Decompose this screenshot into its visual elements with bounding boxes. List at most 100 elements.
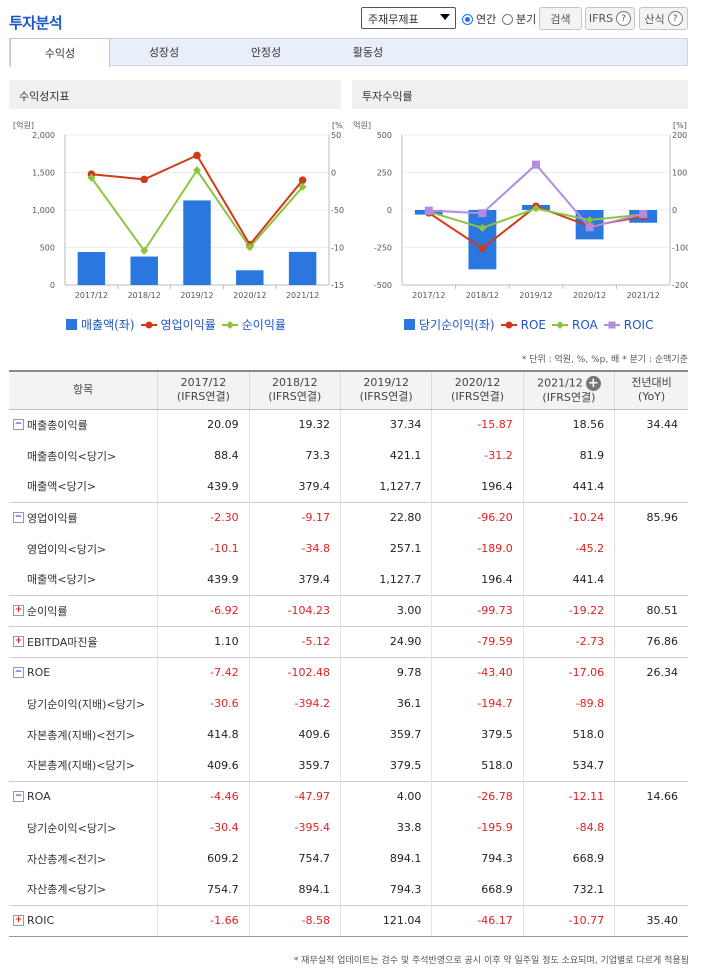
data-point <box>87 173 96 182</box>
page-title: 투자분석 <box>9 14 63 32</box>
expand-icon[interactable]: + <box>13 605 24 616</box>
row-label-text: ROA <box>27 790 51 804</box>
radio-quarter[interactable]: 분기 <box>502 11 536 27</box>
y-left-tick: 250 <box>377 169 392 178</box>
value-cell: -15.87 <box>431 408 524 440</box>
x-tick-label: 2020/12 <box>233 291 266 300</box>
table-row: + 순이익률 -6.92 -104.23 3.00 -99.73 -19.22 80.51 <box>9 594 688 626</box>
value-cell: -19.22 <box>522 594 615 626</box>
data-point <box>532 160 540 169</box>
row-label-cell[interactable]: − 매출총이익률 <box>9 408 158 440</box>
legend-net-income[interactable]: 당기순이익(좌) <box>404 316 495 333</box>
bar-legend-icon <box>66 319 77 330</box>
value-cell: -394.2 <box>248 688 341 719</box>
formula-button-label: 산식 <box>644 12 665 26</box>
row-label-cell[interactable]: − ROE <box>9 656 158 688</box>
tab-profitability[interactable]: 수익성 <box>10 38 110 67</box>
data-point <box>298 176 307 184</box>
legend-sales-label: 매출액(좌) <box>81 318 135 332</box>
tab-growth[interactable]: 성장성 <box>148 46 180 59</box>
row-label-cell[interactable]: − ROA <box>9 780 158 812</box>
tab-activity[interactable]: 활동성 <box>352 46 384 59</box>
help-icon: ? <box>616 11 632 26</box>
value-cell: 1,127.7 <box>339 471 432 502</box>
legend-op-margin-label: 영업이익률 <box>160 318 216 332</box>
value-cell: -46.17 <box>431 904 524 937</box>
table-row: − ROE -7.42 -102.48 9.78 -43.40 -17.06 26.34 <box>9 656 688 688</box>
col-header-2021: 2021/12 + (IFRS연결) <box>522 370 615 410</box>
collapse-icon[interactable]: − <box>13 791 24 803</box>
row-label: + 순이익률 <box>13 603 147 619</box>
value-cell: 1.10 <box>157 625 250 657</box>
data-point <box>639 210 648 219</box>
collapse-icon[interactable]: − <box>13 667 24 679</box>
row-label-text: 매출액<당기> <box>27 480 97 494</box>
value-cell: 439.9 <box>157 471 250 502</box>
row-label-text: 매출총이익<당기> <box>27 449 117 463</box>
expand-icon[interactable]: + <box>13 636 24 647</box>
radio-on-icon <box>462 13 473 25</box>
value-cell: 794.3 <box>431 843 524 874</box>
row-label-text: 자본총계(지배)<당기> <box>27 759 135 773</box>
legend-op-margin[interactable]: 영업이익률 <box>140 316 216 333</box>
y-right-tick: -100 <box>331 244 344 253</box>
legend-sales[interactable]: 매출액(좌) <box>66 316 135 333</box>
value-cell: 409.6 <box>157 750 250 781</box>
yoy-cell: 85.96 <box>614 501 688 533</box>
yoy-cell: 14.66 <box>614 780 688 812</box>
expand-icon[interactable]: + <box>13 915 24 926</box>
x-tick-label: 2021/12 <box>286 291 319 300</box>
collapse-icon[interactable]: − <box>13 419 24 431</box>
row-label-cell[interactable]: − 영업이익률 <box>9 501 158 533</box>
value-cell: 379.5 <box>431 719 524 750</box>
radio-annual[interactable]: 연간 <box>462 11 496 27</box>
data-point <box>193 151 201 160</box>
value-cell: 754.7 <box>157 874 250 905</box>
row-label-cell: 매출액<당기> <box>9 471 158 502</box>
legend-roa-label: ROA <box>571 317 598 332</box>
value-cell: 409.6 <box>248 719 341 750</box>
yoy-cell <box>614 533 688 564</box>
legend-roic-label: ROIC <box>623 317 654 332</box>
bar <box>130 256 158 285</box>
legend-net-margin[interactable]: 순이익률 <box>221 316 286 333</box>
value-cell: -102.48 <box>248 656 341 688</box>
value-cell: -79.59 <box>431 625 524 657</box>
row-label-cell[interactable]: + ROIC <box>9 904 158 937</box>
data-point <box>585 223 594 232</box>
x-tick-label: 2017/12 <box>412 291 445 300</box>
row-label-text: ROE <box>27 666 51 680</box>
col-header-label: 2021/12 <box>537 376 583 390</box>
col-header-2017: 2017/12 (IFRS연결) <box>157 370 250 410</box>
row-label-cell: 자산총계<전기> <box>9 843 158 874</box>
value-cell: -2.30 <box>157 501 250 533</box>
y-right-tick: 0 <box>672 206 677 215</box>
data-point <box>245 243 254 252</box>
legend-roic[interactable]: ROIC <box>603 317 654 332</box>
value-cell: -2.73 <box>522 625 615 657</box>
row-label-cell[interactable]: + 순이익률 <box>9 594 158 626</box>
statement-select[interactable]: 주재무제표 <box>361 7 456 29</box>
radio-off-icon <box>502 13 513 25</box>
legend-roe[interactable]: ROE <box>500 318 546 332</box>
row-label: + ROIC <box>13 914 147 927</box>
value-cell: 518.0 <box>522 719 615 750</box>
row-label-cell: 자본총계(지배)<당기> <box>9 750 158 781</box>
collapse-icon[interactable]: − <box>13 512 24 524</box>
ifrs-button[interactable]: IFRS? <box>585 7 635 30</box>
bar <box>183 200 211 285</box>
formula-button[interactable]: 산식? <box>639 7 688 30</box>
row-label: 매출액<당기> <box>27 478 147 494</box>
value-cell: 196.4 <box>431 564 524 595</box>
search-button[interactable]: 검색 <box>539 7 582 30</box>
table-row: 매출액<당기> 439.9 379.4 1,127.7 196.4 441.4 <box>9 564 688 595</box>
value-cell: -8.58 <box>248 904 341 937</box>
line-legend-icon <box>551 320 568 329</box>
value-cell: 196.4 <box>431 471 524 502</box>
y-right-tick: 100 <box>672 169 687 178</box>
tab-bar: 수익성 성장성 안정성 활동성 <box>9 38 688 67</box>
legend-roa[interactable]: ROA <box>551 317 598 332</box>
tab-stability[interactable]: 안정성 <box>250 46 282 59</box>
row-label-cell[interactable]: + EBITDA마진율 <box>9 625 158 657</box>
add-column-icon[interactable]: + <box>585 375 601 391</box>
